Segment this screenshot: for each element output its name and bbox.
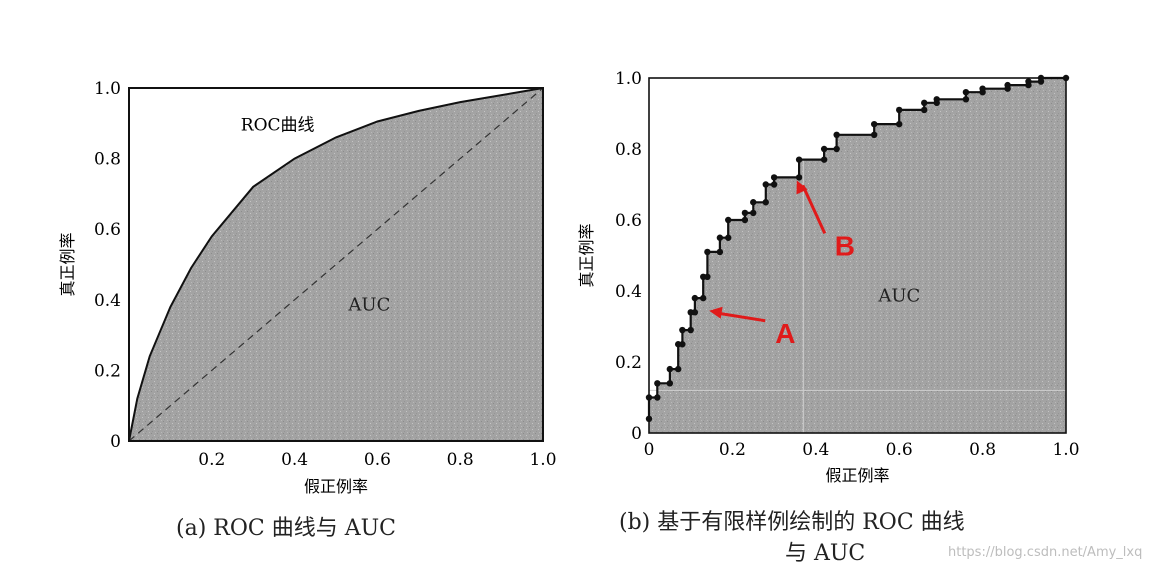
- x-tick-label: 0.6: [364, 450, 391, 470]
- roc-point: [795, 174, 803, 181]
- annotation-label: B: [835, 230, 855, 261]
- y-tick-label: 1.0: [615, 69, 642, 89]
- watermark: https://blog.csdn.net/Amy_lxq: [948, 545, 1143, 560]
- roc-point: [725, 234, 732, 241]
- roc-point: [750, 209, 757, 217]
- caption-b-line1: (b) 基于有限样例绘制的 ROC 曲线: [619, 510, 965, 535]
- y-tick-label: 0.8: [94, 150, 121, 170]
- roc-curve: [128, 87, 544, 442]
- roc-point: [725, 216, 732, 224]
- x-tick-label: 0.2: [198, 450, 225, 470]
- roc-point: [896, 106, 903, 114]
- roc-point: [679, 326, 686, 334]
- roc-point: [921, 99, 928, 107]
- y-tick-label: 1.0: [94, 79, 121, 99]
- roc-point: [762, 181, 769, 188]
- roc-point: [933, 96, 940, 103]
- annotation-label: A: [775, 318, 795, 349]
- roc-point: [762, 199, 769, 206]
- roc-point: [870, 120, 878, 128]
- auc-area: [649, 78, 1066, 433]
- y-axis-label: 真正例率: [58, 232, 77, 296]
- roc-point: [666, 380, 674, 387]
- roc-point: [716, 248, 724, 256]
- x-tick-label: 0.4: [802, 440, 829, 460]
- plot-frame: [648, 77, 1067, 434]
- roc-point: [750, 199, 757, 206]
- curve-label: ROC曲线: [241, 115, 315, 135]
- roc-point: [704, 248, 711, 256]
- roc-point: [704, 273, 711, 280]
- caption-a: (a) ROC 曲线与 AUC: [176, 516, 396, 541]
- roc-point: [691, 309, 699, 316]
- y-tick-label: 0.4: [615, 282, 642, 302]
- x-tick-label: 1.0: [529, 450, 556, 470]
- y-tick-label: 0.6: [615, 211, 642, 231]
- auc-label: AUC: [877, 286, 920, 307]
- roc-point: [962, 96, 970, 103]
- roc-point: [979, 85, 986, 92]
- roc-point: [679, 341, 686, 348]
- roc-point: [666, 365, 674, 373]
- annotation-arrow-shaft: [714, 311, 766, 323]
- auc-label: AUC: [347, 294, 390, 315]
- roc-point: [1025, 78, 1032, 85]
- annotation-arrow-shaft: [801, 184, 827, 235]
- x-tick-label: 0.8: [969, 440, 996, 460]
- roc-point: [687, 326, 694, 334]
- roc-point: [820, 145, 828, 153]
- roc-point: [770, 174, 778, 181]
- roc-point: [1004, 81, 1011, 89]
- y-tick-label: 0.6: [94, 220, 121, 240]
- roc-point: [921, 106, 928, 114]
- y-tick-label: 0.2: [615, 353, 642, 373]
- roc-point: [654, 394, 661, 401]
- roc-point: [820, 156, 828, 163]
- roc-point: [741, 209, 749, 217]
- roc-point: [962, 89, 970, 96]
- y-tick-label: 0.8: [615, 140, 642, 160]
- annotation-arrow-head: [709, 306, 723, 319]
- roc-point: [700, 294, 707, 302]
- x-tick-label: 1.0: [1052, 440, 1079, 460]
- x-tick-label: 0.4: [281, 450, 308, 470]
- roc-point: [674, 365, 682, 373]
- x-tick-label: 0: [644, 440, 655, 460]
- annotation-arrow-head: [796, 180, 808, 195]
- roc-point: [770, 181, 778, 188]
- x-axis-label: 假正例率: [304, 477, 368, 496]
- y-tick-label: 0.4: [94, 291, 121, 311]
- x-axis-label: 假正例率: [825, 466, 889, 485]
- roc-point: [716, 234, 724, 241]
- y-tick-label: 0.2: [94, 361, 121, 381]
- x-tick-label: 0.2: [719, 440, 746, 460]
- x-tick-label: 0.6: [886, 440, 913, 460]
- y-tick-label: 0: [110, 432, 121, 452]
- roc-point: [896, 120, 903, 128]
- roc-point: [795, 156, 803, 163]
- plot-frame: [128, 87, 544, 442]
- x-tick-label: 0.8: [447, 450, 474, 470]
- y-tick-label: 0: [631, 424, 642, 444]
- roc-point: [870, 131, 878, 138]
- roc-point: [741, 216, 749, 224]
- roc-point: [654, 380, 661, 387]
- caption-b-line2: 与 AUC: [785, 541, 866, 566]
- random-guess-diagonal: [128, 87, 544, 442]
- y-axis-label: 真正例率: [577, 223, 596, 287]
- roc-point: [691, 294, 699, 302]
- roc-point: [833, 131, 840, 138]
- roc-point: [833, 145, 840, 153]
